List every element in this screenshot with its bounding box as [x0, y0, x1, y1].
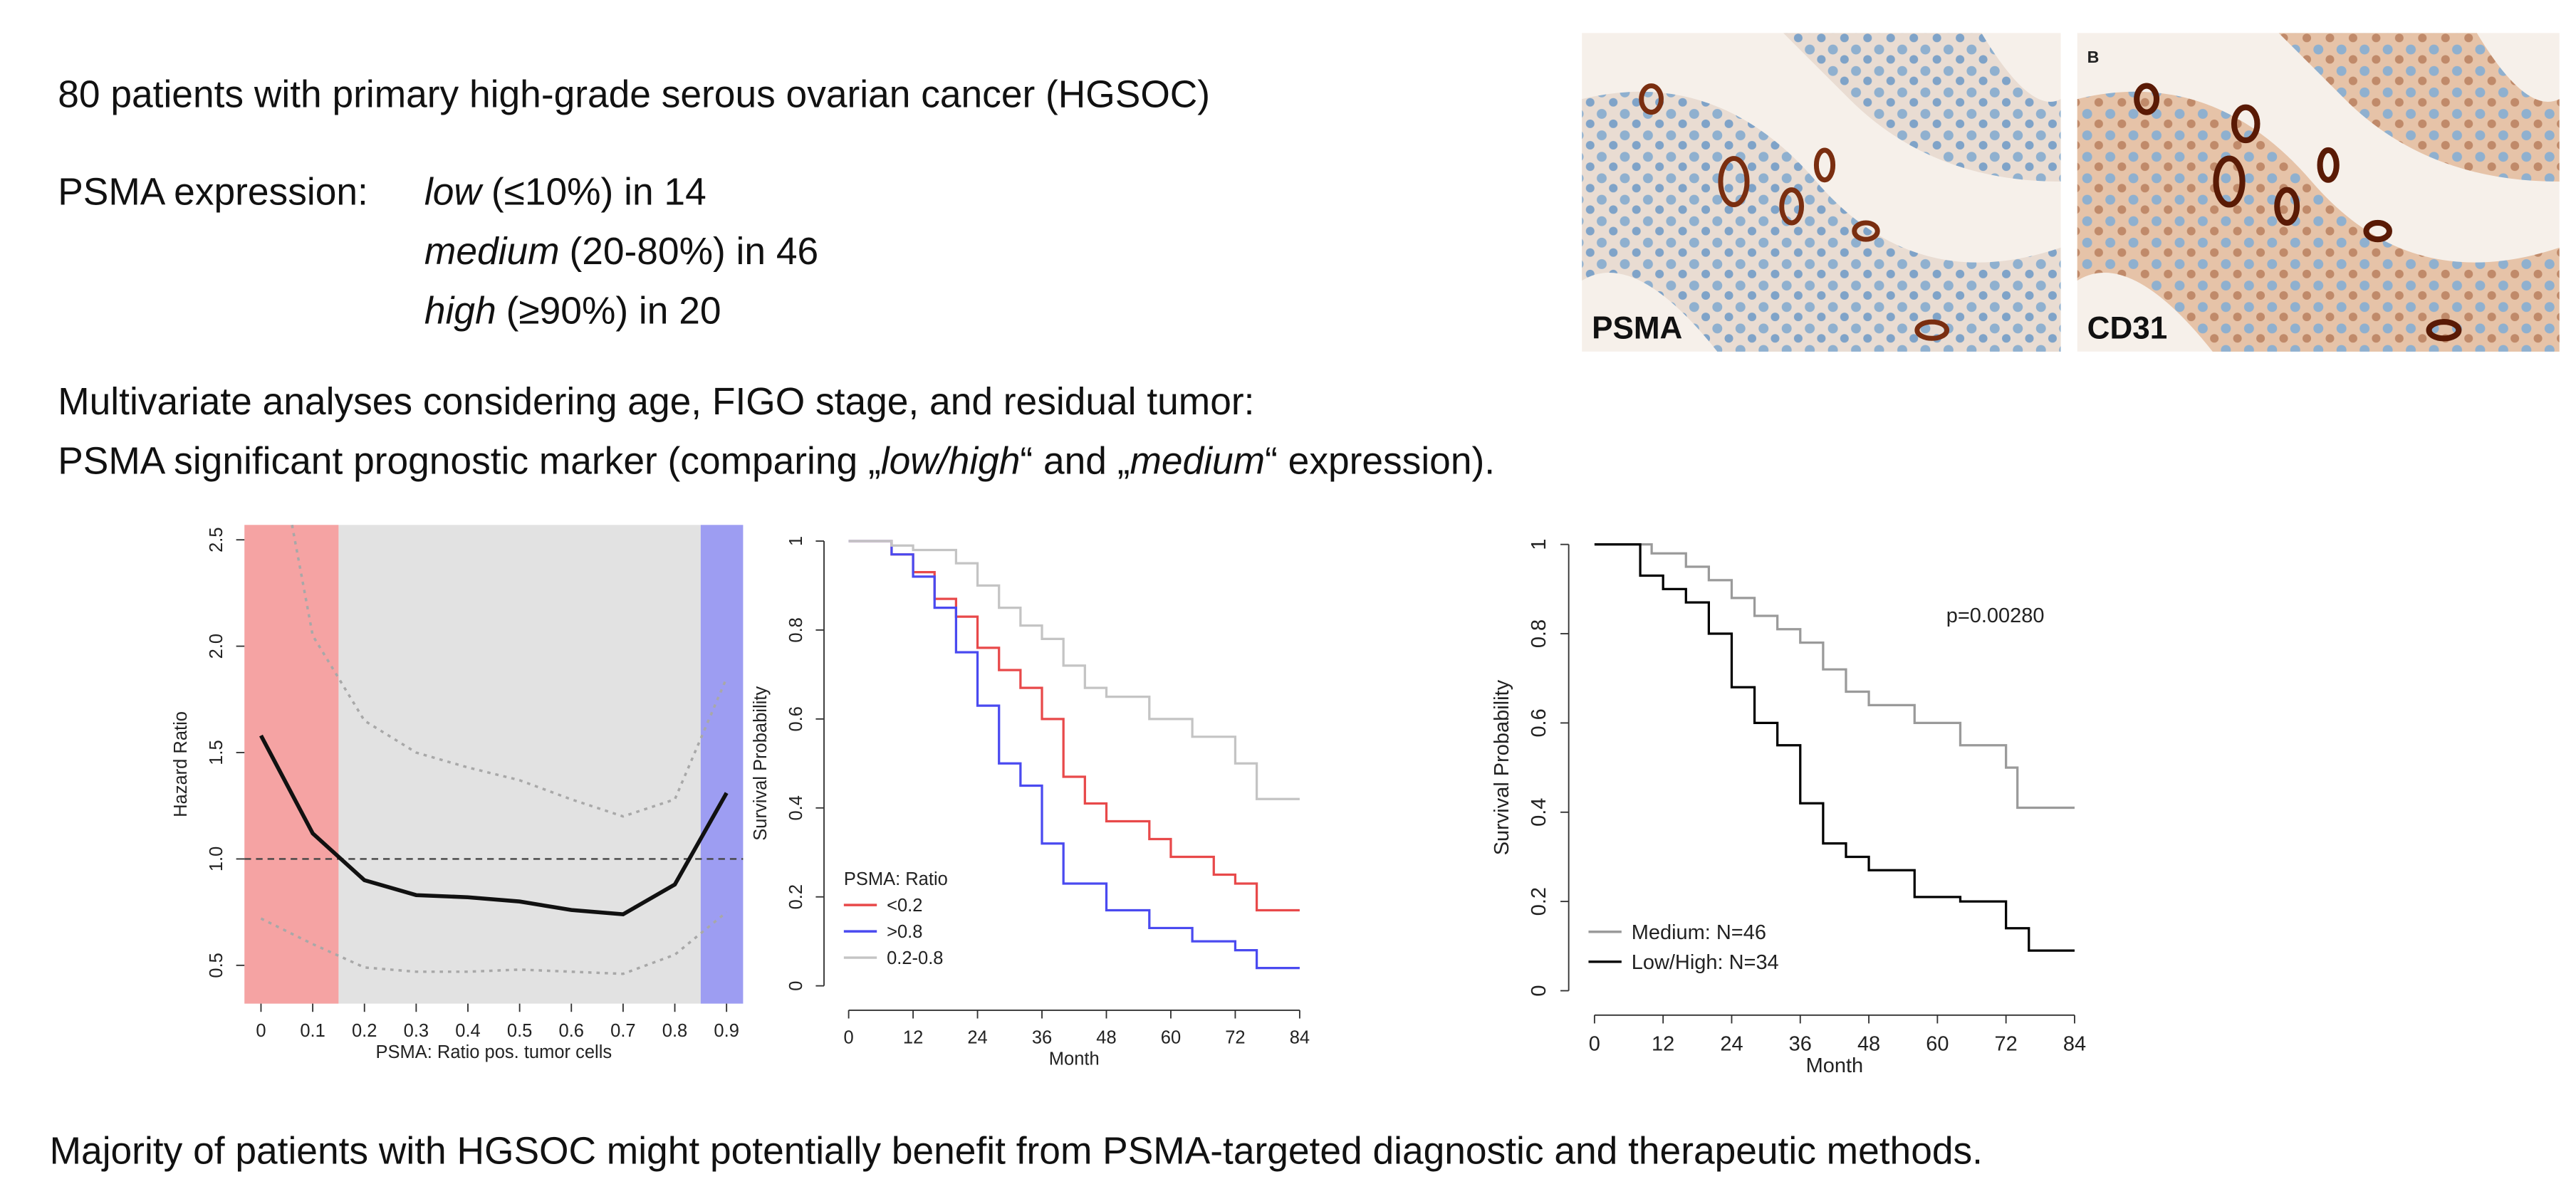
- series-line: [259, 734, 729, 916]
- series-line: [1594, 543, 2075, 952]
- y-axis-label: Survival Probability: [751, 686, 771, 841]
- legend-label: >0.8: [887, 922, 922, 942]
- x-tick-label: 60: [1161, 1027, 1181, 1047]
- expression-label: PSMA expression:: [58, 171, 368, 213]
- histology-psma: PSMA: [1582, 33, 2061, 352]
- level-name: medium: [424, 231, 560, 273]
- intro: 80 patients with primary high-grade sero…: [58, 74, 1210, 116]
- region: [700, 525, 744, 1004]
- x-tick-label: 12: [1652, 1033, 1674, 1056]
- x-axis-label: PSMA: Ratio pos. tumor cells: [375, 1042, 612, 1062]
- x-tick-label: 0.5: [507, 1021, 532, 1041]
- conclusion: Majority of patients with HGSOC might po…: [50, 1131, 1983, 1173]
- legend-label: Low/High: N=34: [1632, 951, 1779, 974]
- series-line: [848, 540, 1300, 800]
- level-range: (≤10%) in 14: [491, 171, 706, 213]
- x-tick-label: 48: [1857, 1033, 1880, 1056]
- x-tick-label: 0.1: [300, 1021, 325, 1041]
- expression-level: medium (20-80%) in 46: [424, 231, 818, 273]
- y-tick-label: 0.4: [786, 795, 806, 820]
- y-tick-label: 0: [786, 981, 806, 991]
- level-name: low: [424, 171, 484, 213]
- y-tick-label: 0.8: [1528, 619, 1550, 648]
- x-tick-label: 84: [1290, 1027, 1310, 1047]
- y-tick-label: 1: [1528, 539, 1550, 550]
- x-tick-label: 12: [903, 1027, 923, 1047]
- x-axis-label: Month: [1049, 1049, 1100, 1069]
- region: [338, 525, 701, 1004]
- legend-label: <0.2: [887, 896, 922, 916]
- y-axis-label: Hazard Ratio: [171, 711, 191, 817]
- y-tick-label: 0.6: [1528, 708, 1550, 737]
- x-tick-label: 0.9: [714, 1021, 739, 1041]
- y-tick-label: 0.4: [1528, 798, 1550, 827]
- level-range: (≥90%) in 20: [506, 290, 721, 332]
- x-axis-label: Month: [1806, 1054, 1864, 1077]
- y-tick-label: 1: [786, 536, 806, 546]
- level-name: high: [424, 290, 496, 332]
- x-tick-label: 0.8: [662, 1021, 687, 1041]
- multivariate: Multivariate analyses considering age, F…: [58, 381, 1254, 423]
- panel-label: B: [2087, 48, 2100, 66]
- finding-part: medium: [1130, 440, 1265, 482]
- image-label: CD31: [2087, 310, 2168, 345]
- chart: 0 12 24 36 48 60 72 84 0 0.2 0.4 0.6 0.8 1 Month Surviv…: [751, 536, 1310, 1069]
- x-tick-label: 48: [1096, 1027, 1116, 1047]
- x-tick-label: 0: [256, 1021, 266, 1041]
- series-line: [848, 540, 1300, 970]
- x-tick-label: 24: [967, 1027, 987, 1047]
- y-tick-label: 2.5: [207, 527, 226, 552]
- x-tick-label: 0.4: [455, 1021, 480, 1041]
- x-tick-label: 0.2: [352, 1021, 377, 1041]
- x-tick-label: 0: [1589, 1033, 1600, 1056]
- y-tick-label: 0.5: [207, 953, 226, 978]
- y-tick-label: 1.5: [207, 740, 226, 765]
- expression-level: high (≥90%) in 20: [424, 290, 721, 332]
- finding-part: low/high: [881, 440, 1021, 482]
- y-tick-label: 0: [1528, 985, 1550, 996]
- x-tick-label: 72: [1995, 1033, 2018, 1056]
- image-label: PSMA: [1592, 310, 1682, 345]
- x-tick-label: 84: [2063, 1033, 2086, 1056]
- x-tick-label: 72: [1225, 1027, 1245, 1047]
- expression-level: low (≤10%) in 14: [424, 171, 706, 213]
- finding-part: “ and „: [1020, 440, 1130, 482]
- finding: PSMA significant prognostic marker (comp…: [58, 440, 1495, 482]
- x-tick-label: 36: [1032, 1027, 1052, 1047]
- finding-part: “ expression).: [1265, 440, 1495, 482]
- x-tick-label: 0.7: [610, 1021, 635, 1041]
- annotation: p=0.00280: [1946, 604, 2045, 627]
- series-line: [1594, 543, 2075, 810]
- x-tick-label: 60: [1926, 1033, 1949, 1056]
- level-range: (20-80%) in 46: [569, 231, 818, 273]
- legend-label: Medium: N=46: [1632, 921, 1766, 944]
- chart: 0 12 24 36 48 60 72 84 0 0.2 0.4 0.6 0.8 1 Month Surviv…: [1491, 539, 2086, 1077]
- region: [244, 525, 339, 1004]
- y-tick-label: 0.8: [786, 617, 806, 642]
- y-tick-label: 2.0: [207, 634, 226, 659]
- y-tick-label: 0.2: [1528, 887, 1550, 916]
- finding-part: PSMA significant prognostic marker (comp…: [58, 440, 881, 482]
- y-tick-label: 0.2: [786, 884, 806, 909]
- x-tick-label: 0.6: [559, 1021, 584, 1041]
- x-tick-label: 0.3: [404, 1021, 429, 1041]
- legend-title: PSMA: Ratio: [844, 869, 948, 889]
- x-tick-label: 24: [1720, 1033, 1743, 1056]
- series-line: [848, 540, 1300, 912]
- histology-cd31: B CD31: [2077, 33, 2560, 352]
- legend-label: 0.2-0.8: [887, 948, 943, 968]
- x-tick-label: 36: [1789, 1033, 1812, 1056]
- chart: 0 0.1 0.2 0.3 0.4 0.5 0.6 0.7 0.8 0.9 0.5 1.0 1.5 2.0…: [171, 524, 744, 1062]
- y-tick-label: 0.6: [786, 706, 806, 731]
- x-tick-label: 0: [844, 1027, 854, 1047]
- y-tick-label: 1.0: [207, 847, 226, 871]
- y-axis-label: Survival Probability: [1491, 679, 1513, 855]
